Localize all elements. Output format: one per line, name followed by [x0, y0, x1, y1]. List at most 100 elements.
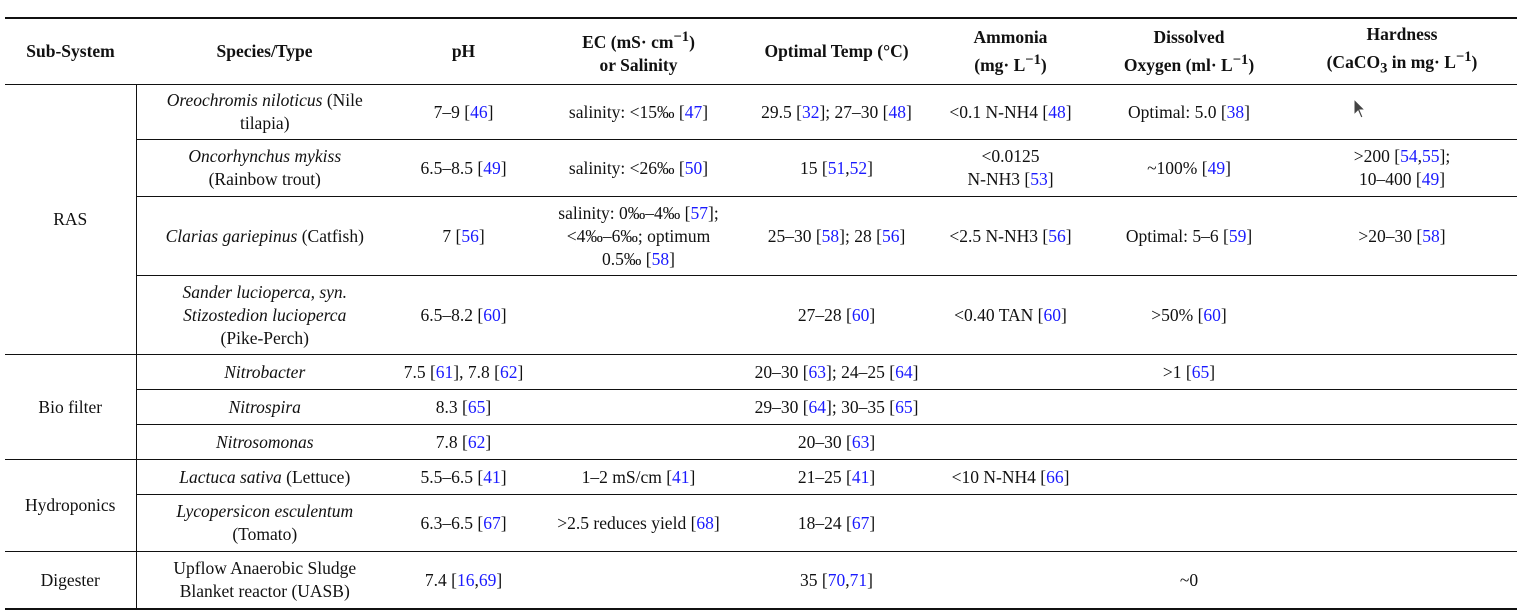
- citation-link[interactable]: 68: [696, 512, 714, 533]
- temp-cell: 35 [70,71]: [743, 552, 930, 610]
- do-close: ]: [1244, 101, 1250, 122]
- ph-value: 6.5–8.5 [: [420, 157, 484, 178]
- do-close: ]: [1220, 304, 1227, 325]
- citation-link[interactable]: 56: [461, 225, 479, 246]
- species-name: Upflow Anaerobic Sludge: [173, 558, 357, 579]
- do-value: ~100% [: [1147, 157, 1208, 178]
- group-digester: Digester: [5, 551, 137, 610]
- citation-link[interactable]: 56: [1048, 225, 1066, 246]
- citation-link[interactable]: 41: [672, 466, 690, 487]
- species-latin: Oncorhynchus mykiss: [188, 146, 342, 167]
- citation-link[interactable]: 46: [470, 101, 488, 122]
- temp-value: 29–30 [: [754, 396, 809, 417]
- ec-value: 1–2 mS/cm [: [581, 466, 673, 487]
- species-common: (Tomato): [232, 524, 298, 545]
- do-value: ~0: [1179, 569, 1199, 590]
- ph-cell: 7.5 [61], 7.8 [62]: [393, 354, 534, 391]
- ec-close-2: ]: [669, 248, 675, 269]
- citation-link[interactable]: 49: [1207, 157, 1226, 178]
- citation-link[interactable]: 58: [821, 225, 840, 246]
- temp-cell: 25–30 [58]; 28 [56]: [743, 196, 930, 277]
- ph-value: 7.4 [: [424, 569, 457, 590]
- citation-link[interactable]: 65: [1191, 361, 1210, 382]
- citation-link[interactable]: 71: [849, 569, 868, 590]
- do-close: ]: [1209, 361, 1216, 382]
- temp-cell: 29.5 [32]; 27–30 [48]: [743, 84, 930, 141]
- citation-link[interactable]: 69: [478, 569, 497, 590]
- citation-link[interactable]: 52: [849, 157, 868, 178]
- citation-link[interactable]: 54: [1400, 146, 1418, 167]
- citation-link[interactable]: 66: [1046, 466, 1064, 487]
- ph-close: ]: [517, 361, 524, 382]
- citation-link[interactable]: 56: [881, 225, 900, 246]
- do-cell: [1091, 425, 1287, 460]
- citation-link[interactable]: 65: [467, 396, 486, 417]
- ammonia-value: <2.5 N-NH3 [: [949, 225, 1049, 246]
- ec-cell: [534, 354, 743, 391]
- ph-close: ]: [500, 304, 507, 325]
- citation-link[interactable]: 48: [888, 101, 907, 122]
- citation-link[interactable]: 63: [808, 361, 827, 382]
- citation-link[interactable]: 65: [895, 396, 913, 417]
- citation-link[interactable]: 61: [435, 361, 454, 382]
- ph-value: 6.3–6.5 [: [420, 512, 484, 533]
- citation-link[interactable]: 59: [1228, 225, 1247, 246]
- citation-link[interactable]: 62: [467, 431, 486, 452]
- group-hydroponics: Hydroponics: [5, 459, 137, 552]
- header-subsystem: Sub-System: [26, 41, 115, 62]
- ec-close: ]: [689, 466, 696, 487]
- citation-link[interactable]: 38: [1226, 101, 1245, 122]
- ammonia-value-2: N-NH3 [: [967, 169, 1031, 190]
- citation-link[interactable]: 49: [1421, 169, 1440, 190]
- table-row: Hydroponics Lactuca sativa (Lettuce) 5.5…: [5, 459, 1517, 552]
- citation-link[interactable]: 64: [895, 361, 913, 382]
- citation-link[interactable]: 58: [651, 248, 670, 269]
- citation-link[interactable]: 67: [483, 512, 501, 533]
- hardness-value: >200 [: [1353, 146, 1401, 167]
- citation-link[interactable]: 48: [1048, 101, 1066, 122]
- citation-link[interactable]: 32: [801, 101, 820, 122]
- temp-value: 25–30 [: [767, 225, 822, 246]
- citation-link[interactable]: 60: [1203, 304, 1221, 325]
- citation-link[interactable]: 53: [1030, 169, 1048, 190]
- species-latin: Lycopersicon esculentum: [176, 501, 354, 522]
- ph-close: ]: [500, 512, 507, 533]
- ec-cell: >2.5 reduces yield [68]: [534, 495, 743, 552]
- citation-link[interactable]: 49: [483, 157, 501, 178]
- citation-link[interactable]: 50: [684, 157, 703, 178]
- ammonia-cell: <0.40 TAN [60]: [930, 276, 1091, 355]
- hardness-close-2: ]: [1439, 169, 1446, 190]
- ec-value: >2.5 reduces yield [: [557, 512, 697, 533]
- citation-link[interactable]: 67: [851, 512, 870, 533]
- species-latin: Sander lucioperca, syn.: [182, 281, 348, 302]
- temp-close: ]: [869, 304, 876, 325]
- citation-link[interactable]: 55: [1422, 146, 1440, 167]
- citation-link[interactable]: 58: [1422, 225, 1440, 246]
- species-latin: Clarias gariepinus: [165, 225, 298, 246]
- citation-link[interactable]: 41: [483, 466, 501, 487]
- temp-sep: ,: [845, 157, 850, 178]
- citation-link[interactable]: 41: [851, 466, 870, 487]
- citation-link[interactable]: 60: [851, 304, 870, 325]
- table-row: Clarias gariepinus (Catfish) 7 [56] sali…: [5, 196, 1517, 277]
- ec-value: salinity: 0‰–4‰ [: [558, 202, 691, 223]
- citation-link[interactable]: 47: [684, 101, 703, 122]
- header-ammonia-line1: Ammonia: [973, 27, 1048, 48]
- citation-link[interactable]: 62: [499, 361, 518, 382]
- ph-cell: 6.5–8.2 [60]: [393, 276, 534, 355]
- ph-value: 7–9 [: [433, 101, 471, 122]
- citation-link[interactable]: 60: [483, 304, 501, 325]
- citation-link[interactable]: 57: [690, 202, 709, 223]
- ammonia-cell: [930, 389, 1091, 426]
- citation-link[interactable]: 16: [456, 569, 475, 590]
- citation-link[interactable]: 63: [851, 431, 870, 452]
- table-row: Nitrosomonas 7.8 [62] 20–30 [63]: [5, 425, 1517, 460]
- temp-value: 27–28 [: [797, 304, 852, 325]
- citation-link[interactable]: 70: [827, 569, 846, 590]
- citation-link[interactable]: 60: [1043, 304, 1062, 325]
- temp-close: ]: [906, 101, 912, 122]
- citation-link[interactable]: 64: [808, 396, 827, 417]
- citation-link[interactable]: 51: [827, 157, 846, 178]
- species-common-2: tilapia): [239, 113, 290, 134]
- ec-cell: salinity: <26‰ [50]: [534, 139, 743, 198]
